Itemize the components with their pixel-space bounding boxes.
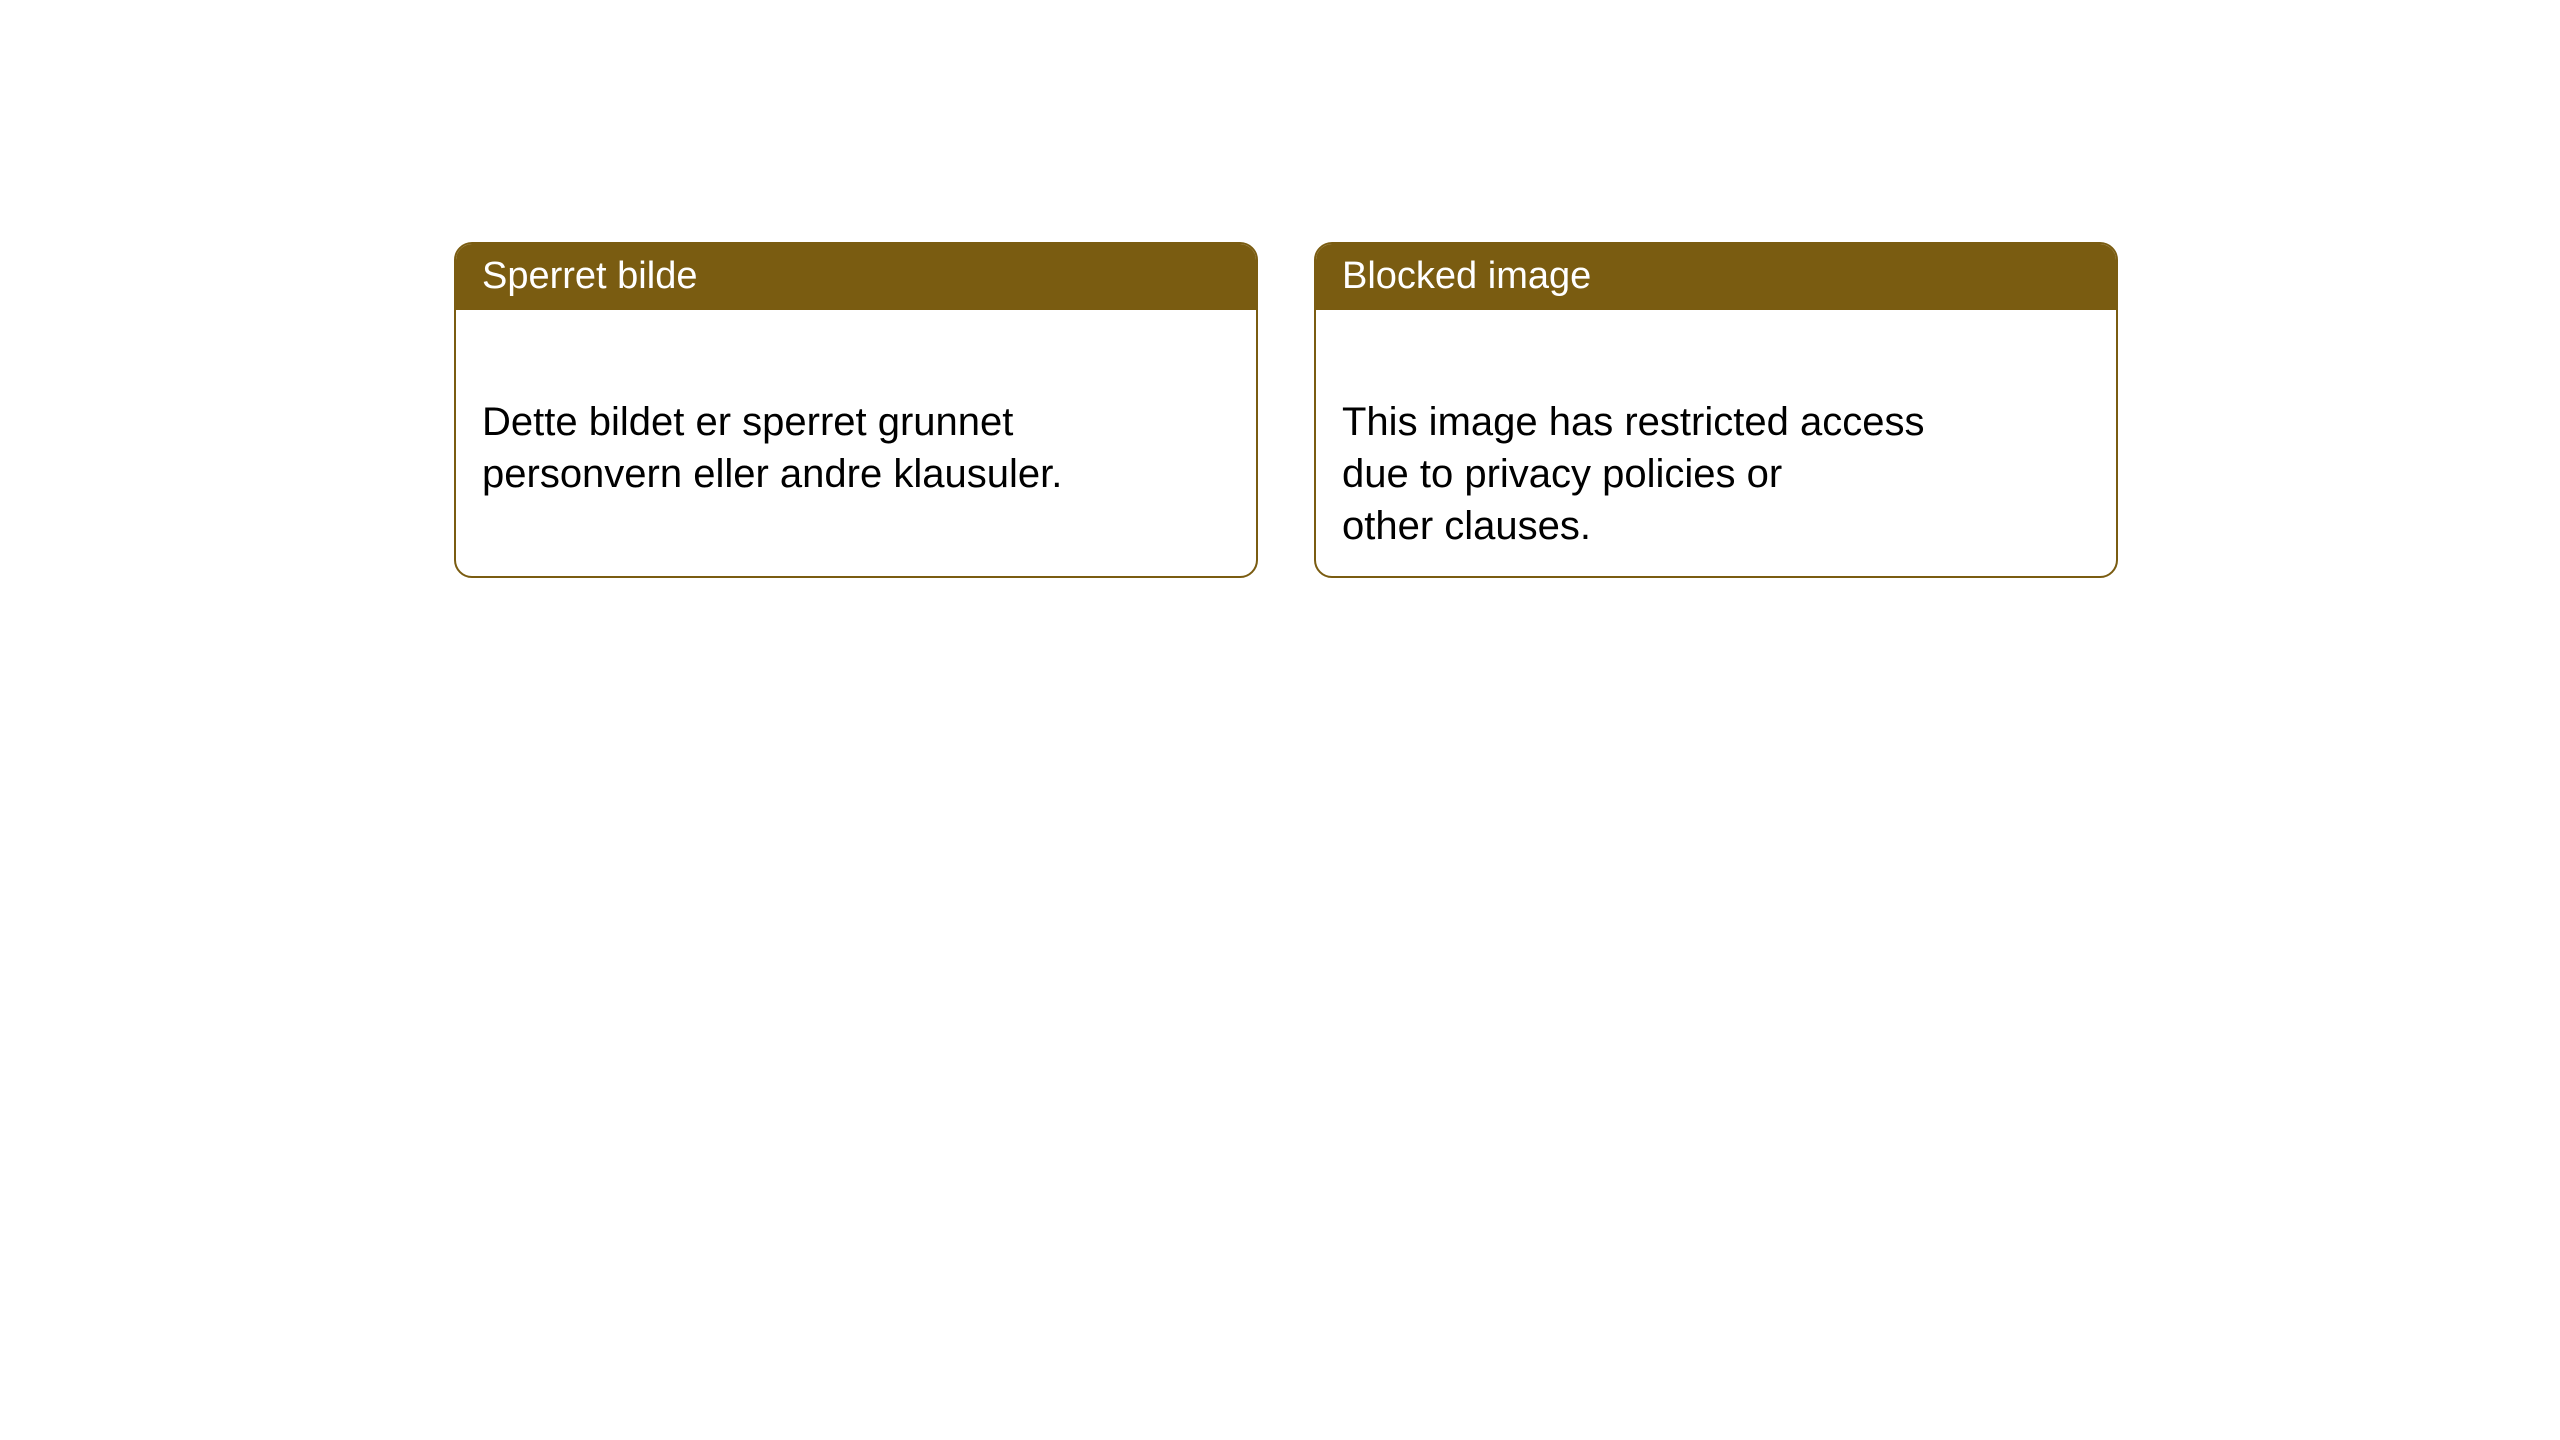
- card-title: Sperret bilde: [482, 255, 697, 297]
- cards-container: Sperret bilde Dette bildet er sperret gr…: [454, 242, 2118, 578]
- notice-card-norwegian: Sperret bilde Dette bildet er sperret gr…: [454, 242, 1258, 578]
- card-header: Blocked image: [1316, 244, 2116, 310]
- card-body: This image has restricted access due to …: [1316, 310, 2116, 578]
- card-title: Blocked image: [1342, 255, 1591, 297]
- card-body-text: Dette bildet er sperret grunnet personve…: [482, 400, 1062, 496]
- card-body: Dette bildet er sperret grunnet personve…: [456, 310, 1256, 534]
- card-header: Sperret bilde: [456, 244, 1256, 310]
- card-body-text: This image has restricted access due to …: [1342, 400, 1924, 548]
- notice-card-english: Blocked image This image has restricted …: [1314, 242, 2118, 578]
